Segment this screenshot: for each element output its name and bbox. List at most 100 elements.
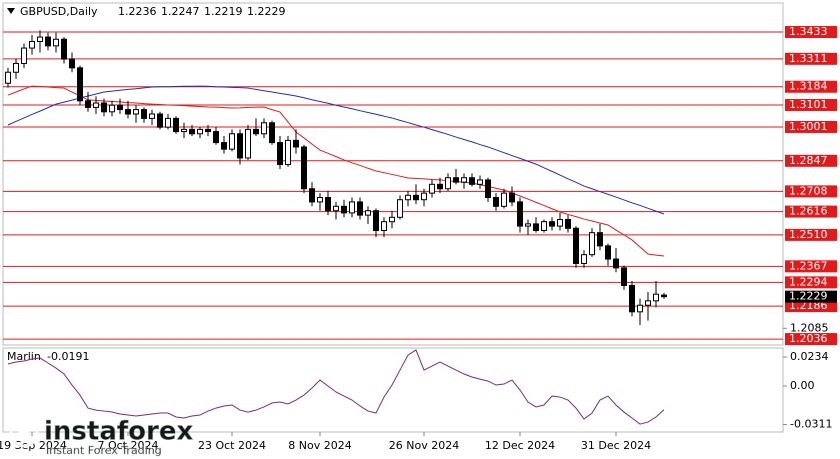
candle-body	[349, 201, 355, 214]
candle-body	[93, 102, 99, 108]
candle-body	[45, 36, 51, 47]
candle-body	[117, 104, 123, 111]
candle-body	[301, 146, 307, 190]
candle-body	[453, 177, 459, 183]
price-label: 1.2229	[789, 290, 828, 303]
candle-body	[333, 205, 339, 212]
indicator-panel	[2, 347, 784, 433]
candle-body	[421, 192, 427, 201]
level-label-box	[785, 185, 837, 198]
candle-body	[5, 71, 11, 84]
indicator-value: -0.0191	[47, 350, 89, 363]
logo-icon-inner	[18, 427, 30, 439]
candle-body	[37, 36, 43, 42]
y-tick-label: 1.2085	[790, 321, 829, 334]
candle-body	[565, 218, 571, 229]
candle-body	[573, 227, 579, 264]
level-label: 1.2036	[789, 332, 828, 345]
level-label: 1.2708	[789, 184, 828, 197]
candle-body	[341, 205, 347, 214]
candle-body	[405, 194, 411, 201]
candle-body	[29, 40, 35, 49]
candle-body	[477, 179, 483, 185]
y-tick-label: 0.00	[790, 379, 815, 392]
candle-body	[517, 201, 523, 227]
candle-body	[293, 139, 299, 148]
candle-body	[77, 67, 83, 102]
level-label: 1.3001	[789, 120, 828, 133]
level-label: 1.2510	[789, 228, 828, 241]
level-label-box	[785, 52, 837, 65]
candle-body	[605, 245, 611, 260]
candle-body	[397, 199, 403, 218]
candle-body	[637, 304, 643, 313]
level-label: 1.2847	[789, 154, 828, 167]
candle-body	[541, 221, 547, 231]
x-tick-label: 26 Nov 2024	[389, 439, 459, 452]
level-label: 1.3311	[789, 52, 828, 65]
candle-body	[213, 131, 219, 144]
candle-body	[437, 183, 443, 190]
candle-body	[549, 221, 555, 227]
candle-body	[501, 192, 507, 207]
candle-body	[101, 102, 107, 113]
x-tick-label: 23 Oct 2024	[198, 439, 266, 452]
candle-body	[445, 177, 451, 190]
candle-body	[493, 197, 499, 207]
candle-body	[509, 192, 515, 203]
candle-body	[165, 117, 171, 128]
x-tick-label: 8 Nov 2024	[288, 439, 351, 452]
candle-body	[597, 232, 603, 247]
x-tick-label: 31 Dec 2024	[581, 439, 651, 452]
candle-body	[173, 117, 179, 133]
main-panel	[2, 2, 784, 346]
candle-body	[157, 113, 163, 128]
close-value: 1.2229	[247, 5, 286, 18]
candle-body	[629, 284, 635, 313]
candle-body	[525, 223, 531, 227]
candle-body	[269, 122, 275, 144]
chart-title: GBPUSD,Daily	[20, 5, 98, 18]
x-tick-label: 7 Oct 2024	[97, 439, 158, 452]
candle-body	[197, 128, 203, 135]
candle-body	[357, 201, 363, 216]
candle-body	[229, 133, 235, 150]
candle-body	[653, 293, 659, 302]
candle-body	[253, 128, 259, 135]
level-label: 1.3184	[789, 80, 828, 93]
x-tick-label: 12 Dec 2024	[485, 439, 555, 452]
y-tick-label: -0.0311	[790, 418, 832, 431]
level-label-box	[785, 260, 837, 273]
logo-icon	[9, 418, 39, 448]
candle-body	[469, 177, 475, 185]
level-label-box	[785, 300, 837, 313]
open-value: 1.2236	[118, 5, 157, 18]
candle-body	[309, 188, 315, 203]
candle-body	[413, 194, 419, 201]
candle-body	[21, 47, 27, 64]
level-label: 1.2367	[789, 259, 828, 272]
level-label-box	[785, 120, 837, 133]
level-label-box	[785, 205, 837, 218]
candle-body	[645, 300, 651, 306]
low-value: 1.2219	[204, 5, 243, 18]
logo-tagline: Instant Forex Trading	[46, 444, 162, 457]
candle-body	[533, 223, 539, 231]
level-label-box	[785, 98, 837, 111]
candle-body	[85, 100, 91, 108]
level-label-box	[785, 26, 837, 39]
level-label-box	[785, 154, 837, 167]
candle-body	[621, 267, 627, 286]
menu-triangle	[7, 8, 15, 14]
candle-body	[181, 128, 187, 133]
candle-body	[277, 142, 283, 166]
candle-body	[429, 183, 435, 194]
candle-body	[325, 197, 331, 212]
candle-body	[141, 109, 147, 119]
candle-body	[373, 210, 379, 231]
candle-body	[261, 122, 267, 135]
y-tick-label: 0.0234	[790, 350, 829, 363]
candle-body	[205, 128, 211, 133]
